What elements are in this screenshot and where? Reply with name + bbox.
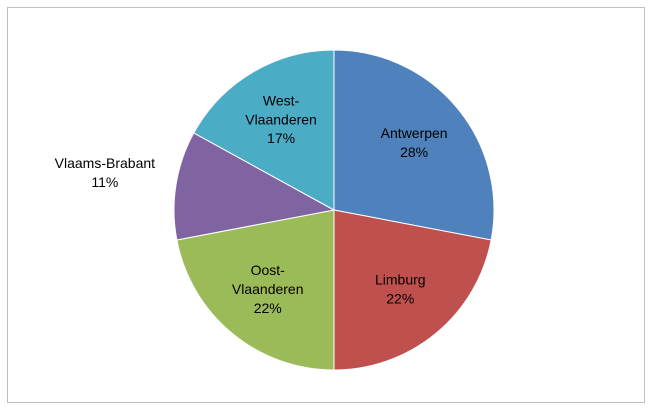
slice-category-label: Oost- Vlaanderen	[232, 262, 304, 297]
pie-slice	[333, 209, 492, 371]
slice-value-label: 22%	[254, 300, 282, 316]
slice-value-label: 17%	[267, 130, 295, 146]
pie-slice	[173, 132, 336, 241]
label-line: West-	[263, 92, 300, 108]
label-line: Limburg	[375, 271, 426, 287]
slice-category-label: Antwerpen	[381, 125, 448, 141]
slice-category-label: Vlaams-Brabant	[55, 155, 155, 171]
label-line: Vlaanderen	[245, 111, 317, 127]
slice-value-label: 28%	[400, 144, 428, 160]
pie-slice	[333, 49, 495, 241]
slice-category-label: West- Vlaanderen	[245, 92, 317, 127]
label-line: Oost-	[251, 262, 286, 278]
pie-slice	[176, 209, 335, 371]
slice-value-label: 11%	[91, 174, 118, 190]
label-line: Vlaanderen	[232, 281, 304, 297]
label-line: Vlaams-Brabant	[55, 155, 155, 171]
label-line: Antwerpen	[381, 125, 448, 141]
slice-category-label: Limburg	[375, 271, 426, 287]
pie-slice	[193, 49, 335, 211]
slice-value-label: 22%	[386, 290, 414, 306]
